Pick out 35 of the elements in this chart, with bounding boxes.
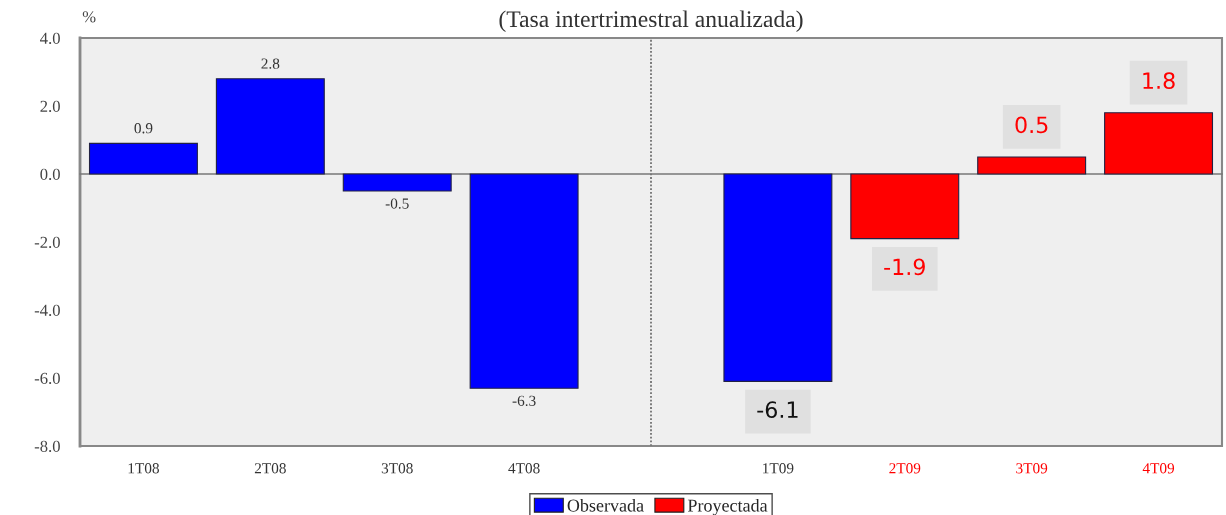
x-tick-label: 3T08 [381, 463, 413, 474]
y-tick-label: 4.0 [40, 32, 60, 45]
x-tick-label: 2T09 [889, 463, 921, 474]
data-label: 1.8 [1143, 72, 1175, 90]
legend-label: Proyectada [687, 498, 768, 515]
y-tick-label: -2.0 [34, 236, 60, 249]
bar [850, 173, 960, 240]
x-tick-label: 1T08 [128, 463, 159, 474]
bar [977, 156, 1087, 175]
legend-label: Observada [567, 498, 644, 512]
data-label: -6.1 [757, 401, 798, 419]
bar [723, 173, 833, 382]
x-tick-label: 4T09 [1142, 463, 1175, 474]
bar [469, 173, 579, 389]
data-label: -0.5 [385, 198, 409, 209]
x-tick-label: 1T09 [763, 463, 794, 474]
data-label: 0.5 [1015, 116, 1048, 134]
y-tick-label: 0.0 [40, 168, 60, 181]
y-tick-label: -4.0 [34, 304, 60, 317]
y-axis-title: % [82, 11, 96, 23]
y-tick-label: -6.0 [34, 372, 60, 385]
data-label: -6.3 [512, 395, 536, 406]
y-tick-label: 2.0 [40, 100, 60, 113]
bar [1104, 112, 1214, 175]
data-label: 0.9 [134, 123, 153, 134]
y-tick-label: -8.0 [34, 440, 60, 453]
x-tick-label: 2T08 [254, 463, 286, 474]
data-label: -1.9 [884, 258, 925, 276]
x-tick-label: 4T08 [508, 463, 540, 474]
bar [88, 142, 198, 175]
bar [342, 173, 452, 192]
data-label: 2.8 [261, 58, 280, 69]
x-tick-label: 3T09 [1016, 463, 1048, 474]
chart-title: (Tasa intertrimestral anualizada) [499, 10, 803, 32]
bar [215, 78, 325, 175]
